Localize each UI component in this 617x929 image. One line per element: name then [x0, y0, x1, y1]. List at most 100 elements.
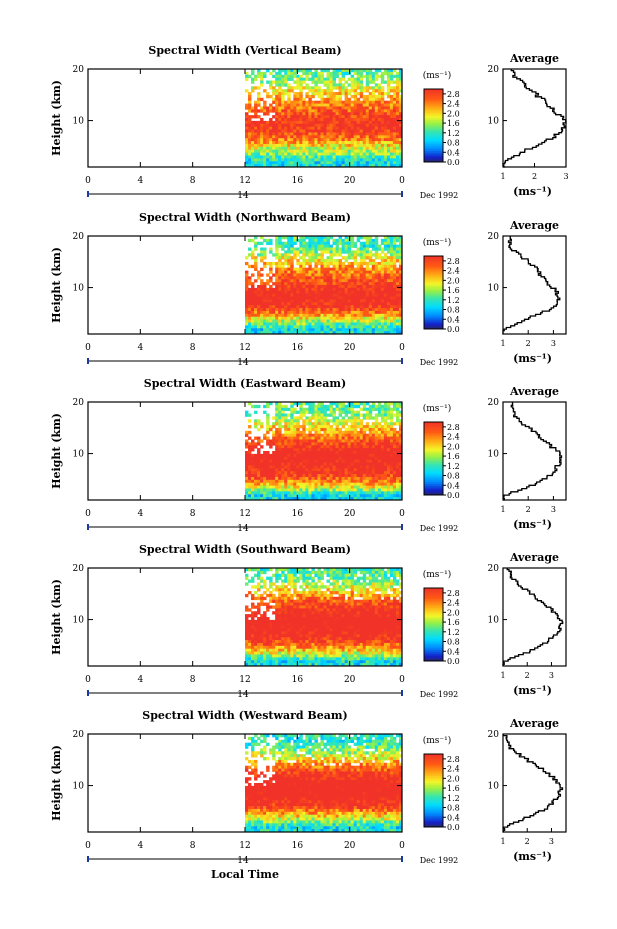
heatmap-cell — [392, 476, 397, 481]
heatmap-cell — [383, 497, 388, 501]
heatmap-cell — [380, 250, 385, 254]
heatmap-cell — [335, 445, 339, 449]
heatmap-cell — [335, 97, 339, 102]
heatmap-cell — [314, 316, 318, 320]
heatmap-cell — [395, 476, 400, 481]
heatmap-cell — [362, 74, 367, 79]
heatmap-cell — [395, 253, 400, 257]
heatmap-cell — [305, 293, 309, 297]
heatmap-cell — [365, 410, 370, 414]
heatmap-cell — [368, 129, 373, 133]
heatmap-cell — [296, 427, 300, 432]
heatmap-cell — [266, 497, 270, 501]
heatmap-cell — [308, 459, 312, 463]
heatmap-cell — [368, 497, 373, 501]
heatmap-cell — [356, 100, 361, 104]
heatmap-cell — [344, 325, 349, 329]
heatmap-cell — [362, 152, 367, 156]
heatmap-cell — [329, 433, 333, 437]
heatmap-cell — [332, 74, 336, 79]
heatmap-cell — [263, 456, 267, 461]
heatmap-cell — [278, 456, 282, 461]
heatmap-cell — [395, 402, 400, 406]
heatmap-cell — [296, 106, 300, 110]
heatmap-cell — [284, 430, 288, 435]
heatmap-cell — [281, 276, 285, 280]
heatmap-cell — [278, 402, 282, 406]
heatmap-cell — [272, 319, 276, 323]
heatmap-cell — [254, 305, 258, 309]
heatmap-cell — [293, 115, 297, 119]
heatmap-cell — [314, 439, 318, 443]
heatmap-cell — [296, 126, 300, 130]
heatmap-cell — [359, 425, 364, 429]
heatmap-cell — [305, 287, 309, 292]
heatmap-cell — [395, 273, 400, 277]
heatmap-cell — [308, 313, 312, 318]
heatmap-cell — [359, 149, 364, 153]
heatmap-cell — [248, 465, 252, 469]
heatmap-cell — [275, 310, 279, 315]
heatmap-cell — [368, 261, 373, 266]
heatmap-cell — [293, 276, 297, 280]
heatmap-cell — [299, 282, 303, 286]
heatmap-cell — [266, 126, 270, 130]
heatmap-cell — [395, 462, 400, 466]
heatmap-cell — [257, 497, 261, 501]
heatmap-cell — [323, 407, 327, 412]
heatmap-cell — [296, 471, 300, 475]
heatmap-cell — [281, 164, 285, 168]
heatmap-cell — [305, 479, 309, 484]
colorbar-segment — [424, 321, 443, 324]
heatmap-cell — [266, 241, 270, 246]
heatmap-cell — [356, 112, 361, 116]
heatmap-cell — [248, 331, 252, 335]
heatmap-cell — [296, 86, 300, 90]
heatmap-cell — [311, 71, 315, 76]
heatmap-cell — [275, 238, 279, 243]
heatmap-cell — [335, 264, 339, 269]
heatmap-cell — [317, 410, 321, 414]
heatmap-cell — [329, 476, 333, 481]
heatmap-cell — [257, 109, 261, 113]
heatmap-cell — [326, 293, 330, 297]
heatmap-cell — [362, 474, 367, 478]
heatmap-cell — [353, 244, 358, 248]
heatmap-cell — [389, 132, 394, 136]
heatmap-cell — [347, 247, 352, 251]
heatmap-cell — [278, 316, 282, 320]
heatmap-cell — [326, 445, 330, 449]
heatmap-cell — [293, 448, 297, 452]
heatmap-cell — [329, 308, 333, 312]
heatmap-cell — [293, 103, 297, 107]
heatmap-cell — [344, 468, 349, 472]
heatmap-cell — [245, 459, 249, 463]
heatmap-cell — [317, 425, 321, 429]
heatmap-cell — [266, 322, 270, 326]
heatmap-cell — [290, 270, 294, 274]
heatmap-cell — [359, 155, 364, 159]
heatmap-cell — [368, 302, 373, 306]
heatmap-cell — [245, 296, 249, 300]
heatmap-cell — [329, 419, 333, 423]
heatmap-cell — [254, 325, 258, 329]
heatmap-cell — [260, 465, 264, 469]
heatmap-cell — [371, 143, 376, 148]
heatmap-cell — [338, 77, 343, 81]
heatmap-cell — [386, 103, 391, 107]
heatmap-cell — [263, 308, 267, 312]
heatmap-cell — [341, 316, 346, 320]
heatmap-cell — [380, 74, 385, 79]
heatmap-cell — [389, 331, 394, 335]
heatmap-cell — [344, 491, 349, 495]
heatmap-cell — [335, 241, 339, 246]
heatmap-cell — [332, 143, 336, 148]
heatmap-cell — [275, 422, 279, 426]
heatmap-cell — [362, 158, 367, 162]
heatmap-cell — [338, 422, 343, 426]
heatmap-cell — [371, 253, 376, 257]
heatmap-cell — [374, 462, 379, 466]
heatmap-cell — [299, 238, 303, 243]
heatmap-cell — [356, 451, 361, 455]
colorbar-segment — [424, 90, 443, 94]
